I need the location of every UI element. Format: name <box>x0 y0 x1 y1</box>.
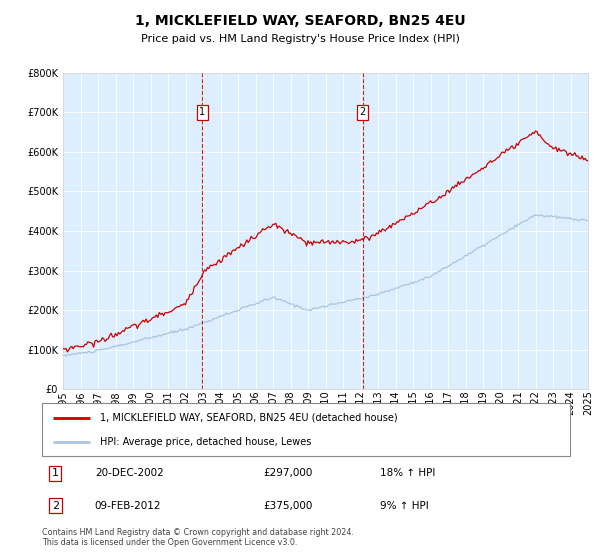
Text: Contains HM Land Registry data © Crown copyright and database right 2024.
This d: Contains HM Land Registry data © Crown c… <box>42 528 354 547</box>
Text: £375,000: £375,000 <box>264 501 313 511</box>
Text: 09-FEB-2012: 09-FEB-2012 <box>95 501 161 511</box>
Text: 1: 1 <box>199 108 206 118</box>
Text: 1, MICKLEFIELD WAY, SEAFORD, BN25 4EU (detached house): 1, MICKLEFIELD WAY, SEAFORD, BN25 4EU (d… <box>100 413 398 423</box>
Text: 2: 2 <box>52 501 59 511</box>
Text: 2: 2 <box>359 108 366 118</box>
Text: 9% ↑ HPI: 9% ↑ HPI <box>380 501 428 511</box>
Text: £297,000: £297,000 <box>264 468 313 478</box>
Text: Price paid vs. HM Land Registry's House Price Index (HPI): Price paid vs. HM Land Registry's House … <box>140 34 460 44</box>
Text: 1: 1 <box>52 468 59 478</box>
Text: 20-DEC-2002: 20-DEC-2002 <box>95 468 164 478</box>
FancyBboxPatch shape <box>42 403 570 456</box>
Text: 18% ↑ HPI: 18% ↑ HPI <box>380 468 435 478</box>
Text: 1, MICKLEFIELD WAY, SEAFORD, BN25 4EU: 1, MICKLEFIELD WAY, SEAFORD, BN25 4EU <box>134 14 466 28</box>
Text: HPI: Average price, detached house, Lewes: HPI: Average price, detached house, Lewe… <box>100 437 311 447</box>
